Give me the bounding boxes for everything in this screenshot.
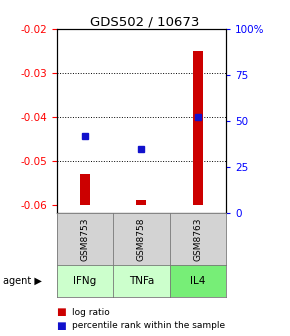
Text: ■: ■ [57,307,70,318]
Text: TNFa: TNFa [129,277,154,286]
Bar [193,50,203,205]
Text: GDS502 / 10673: GDS502 / 10673 [90,15,200,28]
Bar [136,200,146,205]
Text: GSM8758: GSM8758 [137,218,146,261]
Text: GSM8763: GSM8763 [193,218,202,261]
Text: IL4: IL4 [190,277,206,286]
Text: IFNg: IFNg [73,277,97,286]
Text: agent ▶: agent ▶ [3,277,42,286]
Text: ■: ■ [57,321,70,331]
Bar [80,174,90,205]
Text: GSM8753: GSM8753 [80,218,89,261]
Text: percentile rank within the sample: percentile rank within the sample [72,322,226,330]
Text: log ratio: log ratio [72,308,110,317]
